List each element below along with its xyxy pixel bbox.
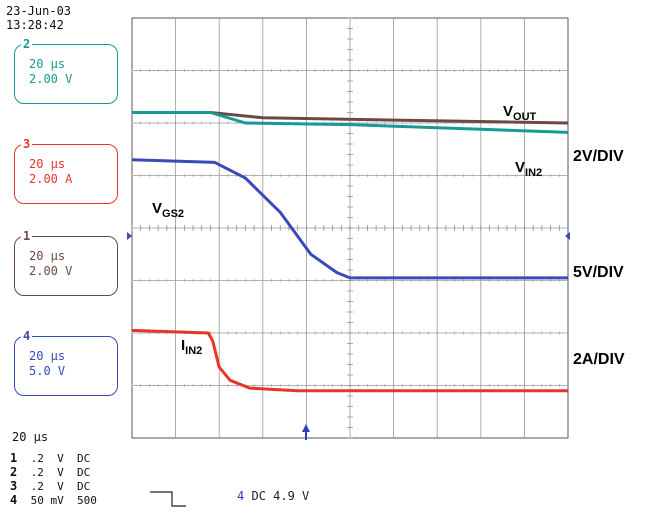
label-vgs2: VGS2 bbox=[152, 200, 184, 220]
channel-3-timebase: 20 µs bbox=[29, 157, 66, 171]
trace-vin2 bbox=[132, 111, 569, 134]
channel-4-level-marker-icon[interactable] bbox=[127, 232, 132, 240]
channel-list-text: 50 mV 500 bbox=[24, 494, 97, 507]
label-vin2: VIN2 bbox=[515, 159, 542, 179]
right-level-marker-icon bbox=[565, 232, 570, 240]
plot-labels: VOUT VIN2 VGS2 IIN2 2V/DIV 5V/DIV 2A/DIV bbox=[152, 103, 625, 368]
scale-label: 2V/DIV bbox=[573, 148, 624, 165]
channel-list-text: .2 V DC bbox=[24, 452, 91, 465]
trigger-level: DC 4.9 V bbox=[251, 489, 310, 503]
channel-3-box[interactable]: 3 20 µs 2.00 A bbox=[14, 137, 118, 204]
trigger-channel: 4 bbox=[237, 489, 245, 503]
channel-2-box[interactable]: 2 20 µs 2.00 V bbox=[14, 37, 118, 104]
channel-1-scale: 2.00 V bbox=[29, 264, 73, 278]
plot-traces bbox=[131, 111, 569, 393]
channel-list-row-3: 3 .2 V DC bbox=[10, 480, 90, 493]
channel-1-number: 1 bbox=[21, 229, 33, 243]
channel-2-timebase: 20 µs bbox=[29, 57, 66, 71]
trigger-readout: 4 DC 4.9 V bbox=[237, 489, 309, 503]
trace-vgs2 bbox=[131, 158, 568, 280]
timestamp: 23-Jun-03 13:28:42 bbox=[6, 4, 71, 32]
timebase-readout: 20 µs bbox=[12, 430, 49, 444]
channel-list-row-1: 1 .2 V DC bbox=[10, 452, 90, 465]
timestamp-time: 13:28:42 bbox=[6, 18, 64, 32]
trace-iin2 bbox=[131, 328, 568, 393]
channel-3-scale: 2.00 A bbox=[29, 172, 73, 186]
label-iin2: IIN2 bbox=[181, 337, 202, 357]
timestamp-date: 23-Jun-03 bbox=[6, 4, 72, 18]
channel-4-box[interactable]: 4 20 µs 5.0 V bbox=[14, 329, 118, 396]
plot-grid bbox=[131, 17, 569, 439]
channel-1-box[interactable]: 1 20 µs 2.00 V bbox=[14, 229, 118, 296]
trigger-step-icon bbox=[150, 491, 186, 507]
scale-label: 2A/DIV bbox=[573, 351, 625, 368]
channel-3-number: 3 bbox=[21, 137, 33, 151]
channel-list-num: 3 bbox=[10, 479, 18, 493]
channel-2-number: 2 bbox=[21, 37, 33, 51]
scale-label: 5V/DIV bbox=[573, 264, 624, 281]
channel-list-text: .2 V DC bbox=[24, 466, 91, 479]
trigger-position-arrow-icon[interactable] bbox=[302, 424, 310, 440]
channel-4-scale: 5.0 V bbox=[29, 364, 66, 378]
channel-list-text: .2 V DC bbox=[24, 480, 91, 493]
channel-1-timebase: 20 µs bbox=[29, 249, 66, 263]
channel-list-row-4: 4 50 mV 500 bbox=[10, 494, 97, 507]
channel-2-scale: 2.00 V bbox=[29, 72, 73, 86]
label-vout: VOUT bbox=[503, 103, 537, 123]
channel-list-num: 1 bbox=[10, 451, 18, 465]
channel-4-timebase: 20 µs bbox=[29, 349, 66, 363]
channel-4-number: 4 bbox=[21, 329, 33, 343]
channel-list-num: 2 bbox=[10, 465, 18, 479]
channel-list-num: 4 bbox=[10, 493, 18, 507]
channel-list-row-2: 2 .2 V DC bbox=[10, 466, 90, 479]
